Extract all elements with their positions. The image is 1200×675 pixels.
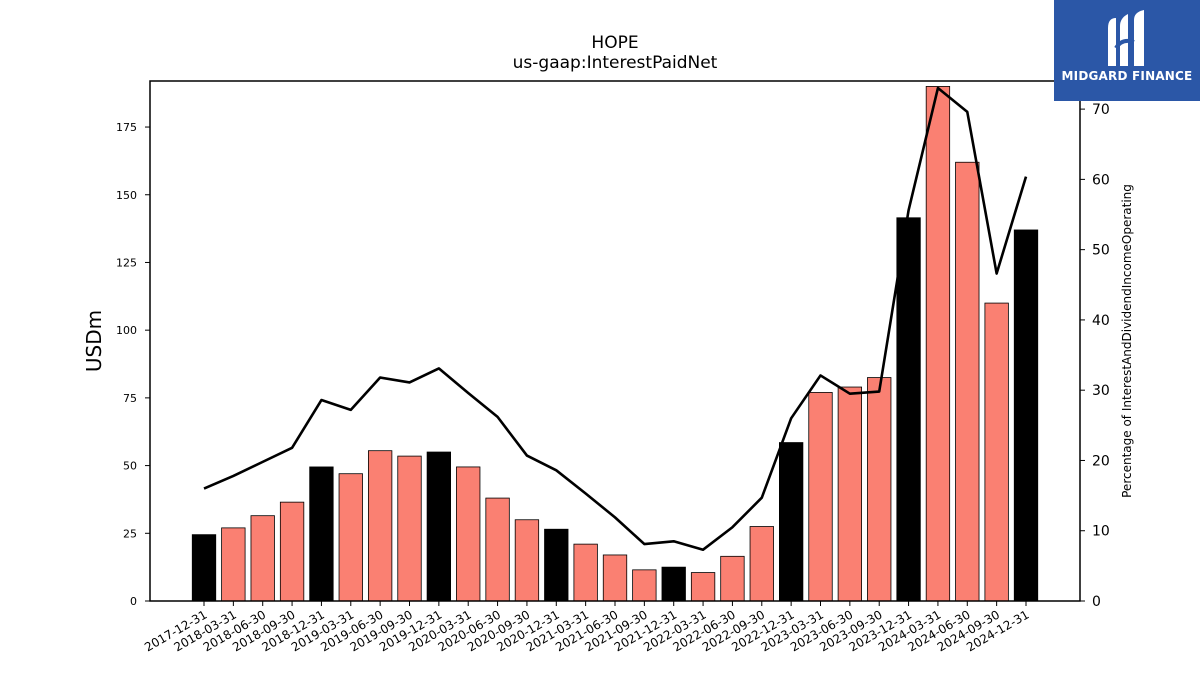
bar-2021-09-30: [632, 569, 657, 602]
bar-2021-06-30: [602, 554, 628, 602]
chart-title: HOPE: [591, 33, 638, 53]
bar-2021-12-31: [661, 566, 686, 602]
y-tick-label: 150: [116, 189, 137, 202]
left-axis-ticks: 0 25 50 75 100 125 150 175: [116, 121, 150, 608]
logo-text: MIDGARD FINANCE: [1061, 69, 1193, 83]
line-series: [203, 86, 1028, 552]
bar-2020-06-30: [485, 497, 510, 602]
company-logo: MIDGARD FINANCE: [1054, 0, 1200, 101]
y2-tick-label: 20: [1092, 453, 1110, 469]
y2-axis-label: Percentage of InterestAndDividendIncomeO…: [1120, 184, 1134, 498]
y2-tick-label: 10: [1092, 524, 1110, 540]
y-axis-label: USDm: [82, 310, 106, 372]
bar-2019-09-30: [397, 455, 422, 602]
y2-tick-label: 0: [1092, 594, 1101, 610]
bar-2023-06-30: [837, 386, 862, 602]
bar-2022-03-31: [690, 572, 716, 602]
x-axis-ticks: 2017-12-312018-03-312018-06-302018-09-30…: [142, 601, 1032, 654]
bar-2018-12-31: [309, 466, 334, 602]
bar-2018-06-30: [250, 515, 275, 602]
bar-2024-12-31: [1013, 229, 1039, 602]
y2-tick-label: 40: [1092, 313, 1110, 329]
y-tick-label: 100: [116, 324, 137, 337]
y-tick-label: 50: [123, 460, 137, 473]
bar-2022-09-30: [749, 526, 774, 602]
bar-2023-12-31: [896, 217, 921, 602]
bar-2019-03-31: [338, 473, 363, 602]
chart-subtitle: us-gaap:InterestPaidNet: [513, 53, 718, 73]
y2-tick-label: 50: [1092, 243, 1110, 259]
bar-2019-12-31: [426, 451, 451, 602]
y-tick-label: 25: [123, 527, 137, 540]
bar-2022-12-31: [779, 442, 804, 602]
percentage-line: [203, 86, 1028, 552]
bar-2020-09-30: [514, 519, 540, 602]
bar-2023-09-30: [867, 377, 892, 602]
bar-2019-06-30: [367, 450, 393, 602]
y-tick-label: 0: [130, 595, 137, 608]
bar-2023-03-31: [808, 392, 833, 602]
bar-series: [191, 86, 1039, 602]
logo-mark-icon: [1108, 10, 1144, 66]
bar-2018-03-31: [221, 527, 246, 602]
y2-tick-label: 60: [1092, 172, 1110, 188]
bar-2020-12-31: [544, 528, 569, 602]
bar-2021-03-31: [573, 543, 598, 602]
bar-2024-03-31: [925, 86, 951, 602]
bar-2018-09-30: [279, 501, 305, 602]
y2-tick-label: 70: [1092, 102, 1110, 118]
y-tick-label: 125: [116, 256, 137, 269]
y2-tick-label: 30: [1092, 383, 1110, 399]
y-tick-label: 175: [116, 121, 137, 134]
bar-2024-09-30: [984, 302, 1009, 602]
y-tick-label: 75: [123, 392, 137, 405]
bar-2022-06-30: [720, 555, 745, 602]
bar-2017-12-31: [191, 534, 217, 602]
bar-2024-06-30: [955, 161, 980, 602]
bar-2020-03-31: [456, 466, 481, 602]
right-axis-ticks: 0 10 20 30 40 50 60 70: [1080, 102, 1110, 610]
